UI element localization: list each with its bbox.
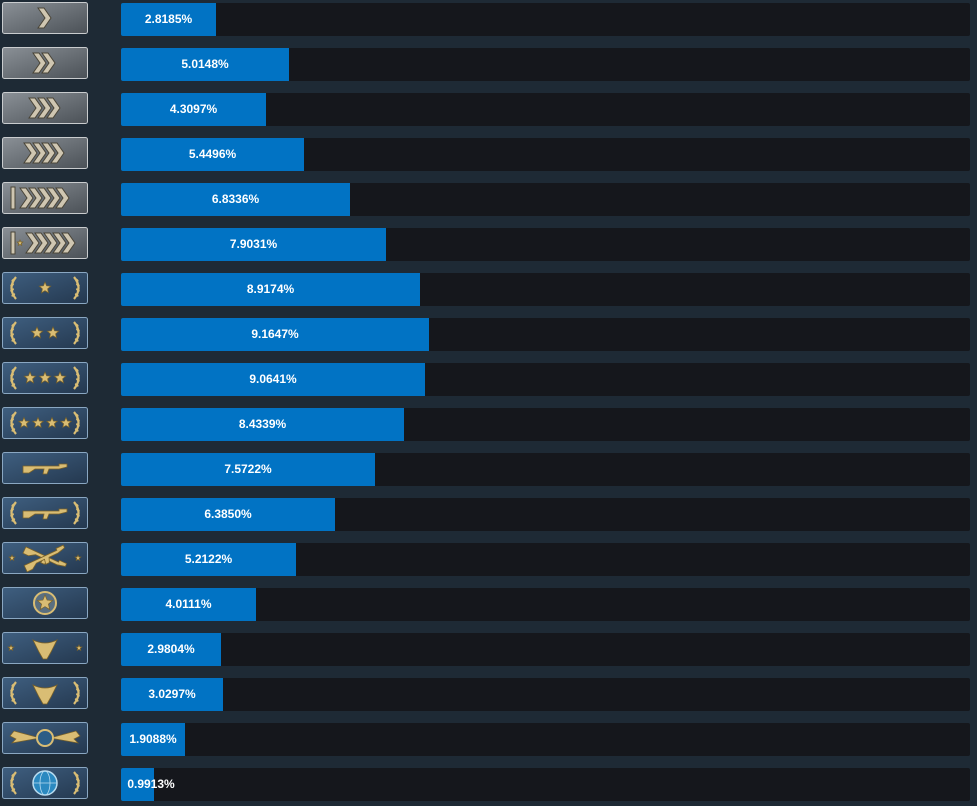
bar-value-label: 2.9804% [147,642,195,656]
bar-track: 9.0641% [121,363,970,396]
star-2-icon [2,317,88,349]
winged-emblem-icon [2,722,88,754]
eagle-icon [2,632,88,664]
bar [121,48,289,81]
bar-track: 7.9031% [121,228,970,261]
star-1-icon [2,272,88,304]
crossed-rifles-icon [2,542,88,574]
bar-track: 8.9174% [121,273,970,306]
bar-track: 9.1647% [121,318,970,351]
bar-value-label: 5.0148% [181,57,229,71]
bar [121,3,216,36]
bar-track: 2.9804% [121,633,970,666]
bar [121,138,304,171]
bar [121,273,420,306]
chevron-4-icon [2,137,88,169]
chevron-elite-icon [2,182,88,214]
bar [121,723,185,756]
rank-row: 8.4339% [0,405,977,441]
bar-track: 2.8185% [121,3,970,36]
chevron-3-icon [2,92,88,124]
bar [121,453,375,486]
rifle-icon [2,452,88,484]
rank-row: 3.0297% [0,675,977,711]
rank-row: 7.9031% [0,225,977,261]
bar [121,93,266,126]
bar-track: 3.0297% [121,678,970,711]
bar-track: 1.9088% [121,723,970,756]
bar-value-label: 4.0111% [165,597,212,611]
bar-value-label: 1.9088% [129,732,177,746]
bar-track: 5.2122% [121,543,970,576]
rank-row: 9.0641% [0,360,977,396]
rank-row: 7.5722% [0,450,977,486]
bar-track: 5.0148% [121,48,970,81]
bar-value-label: 6.3850% [204,507,252,521]
rank-row: 4.3097% [0,90,977,126]
bar-value-label: 8.9174% [246,282,295,296]
rank-row: 2.8185% [0,0,977,36]
bar-value-label: 2.8185% [144,12,193,26]
bar-track: 4.3097% [121,93,970,126]
bar-track: 5.4496% [121,138,970,171]
rank-row: 6.3850% [0,495,977,531]
bar-value-label: 0.9913% [127,777,175,791]
bar-value-label: 3.0297% [148,687,196,701]
bar-value-label: 4.3097% [169,102,218,116]
chevron-1-icon [2,2,88,34]
rank-row: 6.8336% [0,180,977,216]
rank-row: 8.9174% [0,270,977,306]
star-4-icon [2,407,88,439]
bar [121,588,256,621]
bar-track: 4.0111% [121,588,970,621]
bar-value-label: 5.4496% [188,147,237,161]
bar-value-label: 8.4339% [238,417,287,431]
bar-value-label: 6.8336% [211,192,260,206]
bar-track: 0.9913% [121,768,970,801]
rifle-wreath-icon [2,497,88,529]
bar-value-label: 9.0641% [249,372,297,386]
star-emblem-icon [2,587,88,619]
bar-track: 6.3850% [121,498,970,531]
bar [121,768,154,801]
rank-row: 5.2122% [0,540,977,576]
rank-row: 2.9804% [0,630,977,666]
rank-row: 1.9088% [0,720,977,756]
rank-row: 4.0111% [0,585,977,621]
bar-track: 7.5722% [121,453,970,486]
rank-row: 5.4496% [0,135,977,171]
bar [121,228,386,261]
eagle-wreath-icon [2,677,88,709]
bar [121,408,404,441]
rank-row: 5.0148% [0,45,977,81]
bar [121,633,221,666]
rank-row: 0.9913% [0,765,977,801]
star-3-icon [2,362,88,394]
rank-row: 9.1647% [0,315,977,351]
bar-value-label: 7.9031% [229,237,278,251]
bar [121,183,350,216]
chevron-2-icon [2,47,88,79]
chevron-master-icon [2,227,88,259]
bar-value-label: 9.1647% [251,327,299,341]
bar-value-label: 5.2122% [184,552,233,566]
bar [121,498,335,531]
globe-icon [2,767,88,799]
bar [121,363,425,396]
bar [121,678,223,711]
bar-track: 8.4339% [121,408,970,441]
bar-track: 6.8336% [121,183,970,216]
bar [121,543,296,576]
bar-value-label: 7.5722% [224,462,272,476]
bar [121,318,429,351]
